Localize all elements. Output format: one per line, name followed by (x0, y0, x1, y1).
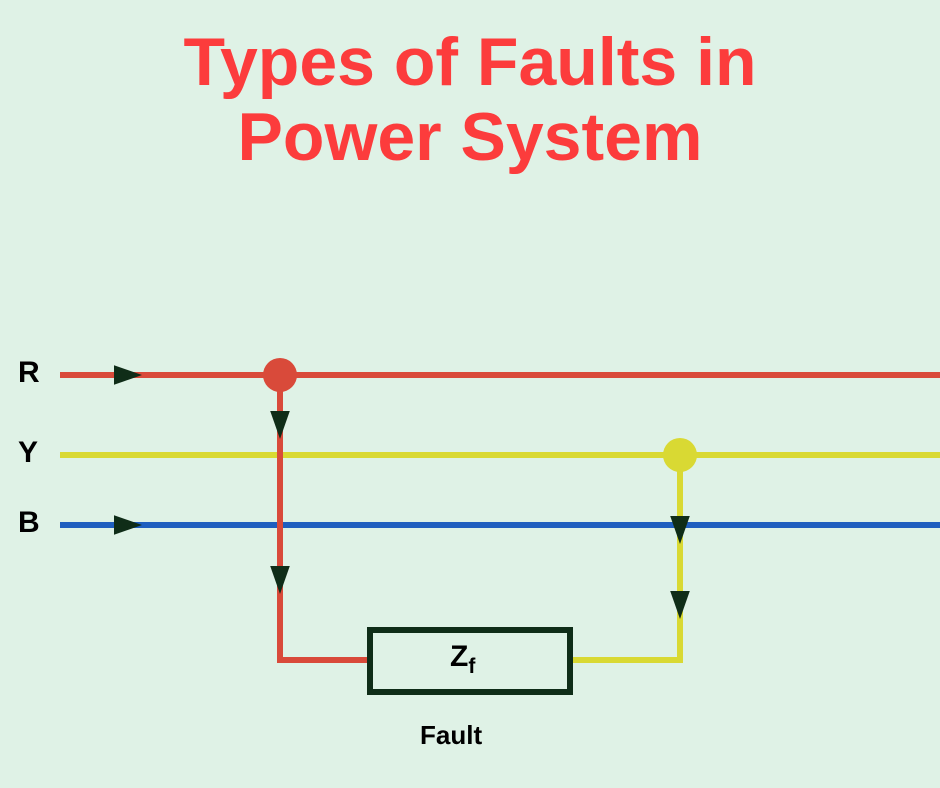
diagram-canvas: Types of Faults in Power System R Y B Zf… (0, 0, 940, 788)
arrow-r-drop2 (270, 566, 290, 594)
impedance-symbol: Z (450, 640, 468, 673)
arrow-b-line (114, 515, 142, 535)
arrow-r-line (114, 365, 142, 385)
phase-label-y: Y (18, 436, 38, 470)
fault-label: Fault (420, 720, 482, 751)
arrow-y-drop1 (670, 516, 690, 544)
drop-line-r (280, 375, 370, 660)
impedance-subscript: f (468, 655, 475, 678)
phase-label-b: B (18, 506, 40, 540)
phase-label-r: R (18, 356, 40, 390)
arrow-r-drop1 (270, 411, 290, 439)
node-r_tap (263, 358, 297, 392)
node-y_tap (663, 438, 697, 472)
arrow-y-drop2 (670, 591, 690, 619)
impedance-label: Zf (450, 640, 475, 679)
drop-line-y (570, 455, 680, 660)
